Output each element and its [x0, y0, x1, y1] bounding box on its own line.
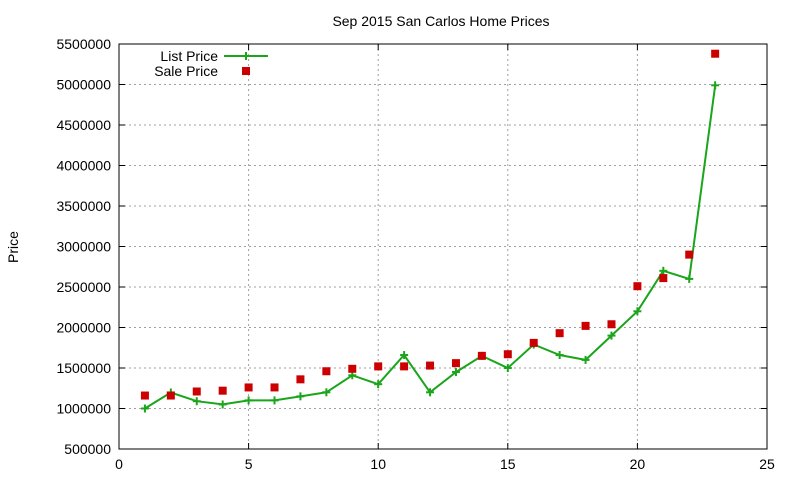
y-tick-label: 5000000 [56, 77, 111, 93]
sale-price-point [711, 49, 720, 58]
sale-price-point [477, 351, 486, 360]
x-tick-label: 5 [245, 456, 253, 472]
legend-label-list-price: List Price [160, 48, 218, 64]
sale-price-point [503, 350, 512, 359]
legend-label-sale-price: Sale Price [154, 63, 218, 79]
list-price-point [659, 266, 668, 275]
y-tick-label: 1500000 [56, 360, 111, 376]
sale-price-point [581, 321, 590, 330]
list-price-point [244, 396, 253, 405]
list-price-point [374, 380, 383, 389]
chart-title: Sep 2015 San Carlos Home Prices [332, 13, 549, 29]
y-tick-label: 5500000 [56, 36, 111, 52]
y-axis-label: Price [5, 231, 21, 263]
sale-price-point [244, 383, 253, 392]
legend: List Price Sale Price [154, 48, 268, 79]
y-tick-label: 4000000 [56, 158, 111, 174]
legend-marker-sale-price [242, 67, 250, 75]
sale-price-point [451, 359, 460, 368]
y-tick-label: 3500000 [56, 198, 111, 214]
y-tick-label: 3000000 [56, 239, 111, 255]
sale-price-point [296, 375, 305, 384]
list-price-point [451, 368, 460, 377]
y-tick-label: 2500000 [56, 279, 111, 295]
list-price-point [296, 392, 305, 401]
sale-price-point [555, 329, 564, 338]
list-price-point [140, 404, 149, 413]
list-price-point [400, 351, 409, 360]
sale-price-point [192, 387, 201, 396]
list-price-point [192, 397, 201, 406]
sale-price-point [400, 362, 409, 371]
sale-price-point [218, 386, 227, 395]
sale-price-point [322, 367, 331, 376]
list-price-point [581, 355, 590, 364]
sale-price-point [659, 274, 668, 283]
axis-ticks: 0 5 10 15 20 25 500000 1000000 1500000 2000000 250… [56, 36, 775, 472]
list-price-point [426, 388, 435, 397]
x-tick-label: 20 [630, 456, 646, 472]
list-price-point [711, 81, 720, 90]
list-price-point [607, 331, 616, 340]
sale-price-point [348, 364, 357, 373]
list-price-point [270, 396, 279, 405]
sale-price-point [607, 320, 616, 329]
sale-price-point [270, 383, 279, 392]
sale-price-point [529, 338, 538, 347]
x-tick-label: 10 [370, 456, 386, 472]
sale-price-point [166, 391, 175, 400]
list-price-point [555, 351, 564, 360]
sale-price-point [426, 361, 435, 370]
list-price-point [322, 388, 331, 397]
series-layer [140, 49, 720, 413]
y-tick-label: 2000000 [56, 320, 111, 336]
list-price-point [503, 364, 512, 372]
grid-lines [119, 44, 767, 449]
list-price-point [685, 274, 694, 283]
sale-price-point [685, 250, 694, 259]
list-price-point [218, 400, 227, 409]
y-tick-label: 500000 [64, 441, 111, 457]
x-tick-label: 0 [115, 456, 123, 472]
x-tick-label: 25 [759, 456, 775, 472]
y-tick-label: 1000000 [56, 401, 111, 417]
sale-price-point [374, 362, 383, 371]
sale-price-point [633, 282, 642, 291]
y-tick-label: 4500000 [56, 117, 111, 133]
x-tick-label: 15 [500, 456, 516, 472]
legend-marker-list-price [242, 52, 250, 60]
sale-price-point [140, 391, 149, 400]
list-price-point [633, 307, 642, 316]
